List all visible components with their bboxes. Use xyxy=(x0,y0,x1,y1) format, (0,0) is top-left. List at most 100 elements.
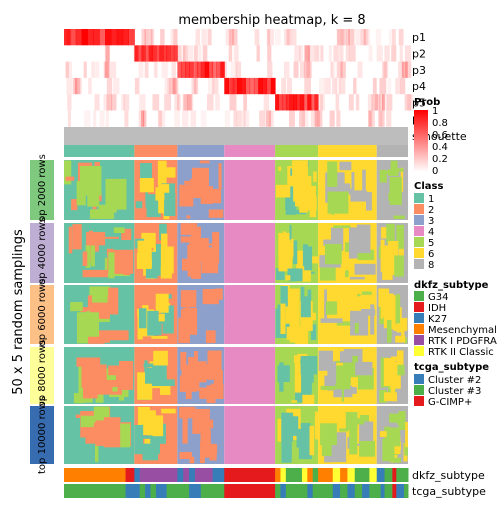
membership-cell xyxy=(104,61,110,78)
membership-cell xyxy=(244,110,250,127)
dkfz-subtype-cell xyxy=(318,468,326,482)
tcga-subtype-cell xyxy=(218,484,225,498)
membership-cell xyxy=(307,94,312,111)
sampling-block-cell xyxy=(283,231,286,256)
tcga-subtype-cell xyxy=(301,484,308,498)
tcga-subtype-cell xyxy=(72,484,83,498)
tcga-subtype-cell xyxy=(291,484,298,498)
dkfz-subtype-cell xyxy=(325,468,334,482)
sampling-block-cell xyxy=(396,350,404,372)
sampling-block-cell xyxy=(108,287,119,315)
sampling-block-cell xyxy=(229,372,235,402)
membership-cell xyxy=(253,77,259,95)
dkfz-subtype-cell xyxy=(280,468,287,482)
dkfz-subtype-cell xyxy=(291,468,298,482)
sampling-block-cell xyxy=(180,236,196,243)
sampling-block-cell xyxy=(383,304,395,329)
legend-prob-bar xyxy=(414,110,428,172)
dkfz-subtype-cell xyxy=(64,468,74,482)
membership-cell xyxy=(375,29,382,46)
membership-cell xyxy=(314,110,318,127)
tcga-subtype-cell xyxy=(256,484,263,498)
legend-prob-tick: 1 xyxy=(432,106,438,117)
membership-cell xyxy=(301,110,309,127)
tcga-subtype-cell xyxy=(183,484,190,498)
sampling-block-cell xyxy=(370,304,375,335)
tcga-subtype-cell xyxy=(125,484,135,498)
membership-cell xyxy=(398,61,404,78)
tcga-subtype-cell xyxy=(376,484,382,498)
sampling-block-cell xyxy=(392,270,395,275)
legend-class-label: 6 xyxy=(428,249,434,260)
sampling-block-cell xyxy=(228,173,235,179)
sampling-block-cell xyxy=(105,178,127,210)
membership-cell xyxy=(228,29,235,46)
sampling-block-cell xyxy=(344,359,350,373)
membership-cell xyxy=(66,77,73,95)
row-block-annotation xyxy=(30,347,54,404)
sampling-block-cell xyxy=(307,196,317,211)
membership-cell xyxy=(319,94,323,111)
membership-cell xyxy=(242,110,246,127)
membership-cell xyxy=(340,29,346,46)
membership-cell xyxy=(200,110,207,127)
membership-cell xyxy=(193,77,199,95)
membership-cell xyxy=(91,61,96,78)
membership-cell xyxy=(171,61,177,78)
membership-cell xyxy=(67,29,72,46)
membership-cell xyxy=(65,29,70,46)
chart-title: membership heatmap, k = 8 xyxy=(178,13,365,28)
sampling-block-cell xyxy=(351,172,355,191)
row-block-annotation xyxy=(30,160,54,220)
membership-cell xyxy=(355,29,362,46)
sampling-block-cell xyxy=(253,356,257,380)
sampling-block-cell xyxy=(356,418,365,425)
membership-cell xyxy=(87,29,94,46)
membership-cell xyxy=(141,45,146,62)
membership-cell xyxy=(169,77,176,95)
membership-cell xyxy=(69,29,77,46)
sampling-block-cell xyxy=(381,227,390,239)
sampling-block-cell xyxy=(95,420,106,446)
tcga-subtype-cell xyxy=(384,484,389,498)
sampling-block-cell xyxy=(195,236,201,261)
sampling-block-cell xyxy=(299,182,308,213)
dkfz-subtype-cell xyxy=(400,468,405,482)
membership-cell xyxy=(254,29,260,46)
membership-cell xyxy=(182,45,186,62)
membership-cell xyxy=(83,61,87,78)
dkfz-subtype-cell xyxy=(256,468,263,482)
membership-cell xyxy=(402,61,408,78)
membership-cell xyxy=(307,94,314,111)
legend-prob-tick: 0.6 xyxy=(432,130,448,141)
membership-cell xyxy=(292,29,297,46)
sampling-block-cell xyxy=(231,229,235,238)
sampling-block-cell xyxy=(393,168,404,172)
membership-cell xyxy=(307,94,312,111)
sampling-block-cell xyxy=(396,323,404,333)
sampling-block-cell xyxy=(252,436,256,457)
sampling-block-cell xyxy=(400,167,404,192)
membership-cell xyxy=(172,77,178,95)
membership-cell xyxy=(184,94,191,111)
dkfz-subtype-cell xyxy=(194,468,202,482)
y-axis-label: 50 x 5 random samplings xyxy=(11,229,26,395)
membership-cell xyxy=(147,29,153,46)
membership-cell xyxy=(305,61,312,78)
sampling-block-cell xyxy=(356,224,371,254)
sampling-block-cell xyxy=(388,193,396,201)
dkfz-subtype-cell xyxy=(224,468,232,482)
membership-cell xyxy=(206,61,213,78)
legend-prob-tick: 0 xyxy=(432,166,438,177)
membership-cell xyxy=(84,110,91,127)
sampling-block-cell xyxy=(134,424,144,455)
membership-cell xyxy=(345,45,350,62)
membership-cell xyxy=(270,77,276,95)
sampling-block-cell xyxy=(254,162,262,189)
membership-cell xyxy=(189,61,194,78)
sampling-block-cell xyxy=(224,297,241,302)
sampling-block-cell xyxy=(395,294,401,325)
membership-cell xyxy=(339,77,346,95)
